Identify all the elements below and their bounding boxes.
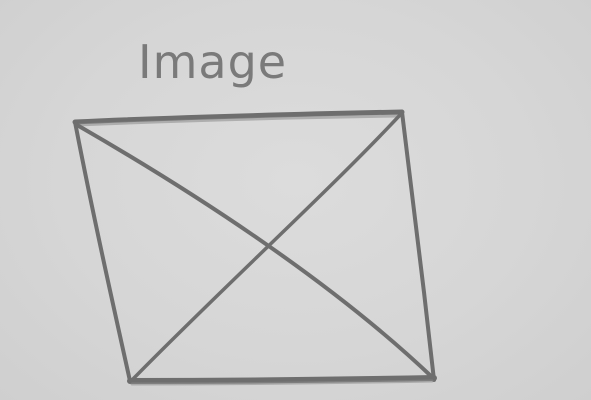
frame-left-edge (73, 120, 132, 383)
diagonal-top-left-to-bottom-right (75, 123, 434, 379)
image-label: Image (138, 35, 287, 89)
frame-right-edge (400, 110, 436, 382)
frame-bottom-edge (127, 375, 437, 384)
frame-top-edge (72, 109, 405, 125)
diagonal-top-right-to-bottom-left (130, 113, 402, 382)
crossed-rectangle-icon (72, 109, 437, 386)
